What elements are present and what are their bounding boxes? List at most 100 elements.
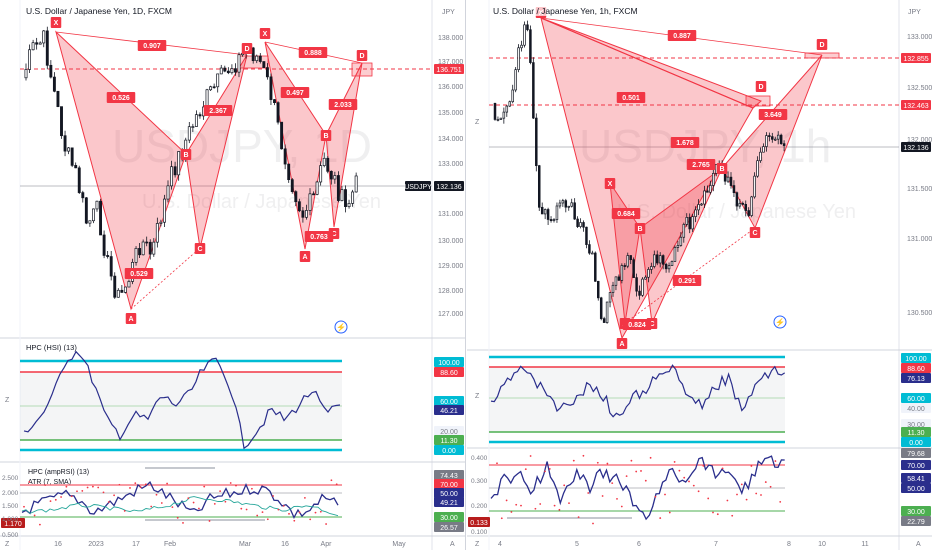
candle [52, 76, 56, 92]
candle [750, 196, 753, 216]
candle [35, 42, 39, 45]
signal-dot [529, 455, 532, 457]
candle [99, 200, 102, 236]
signal-dot [582, 454, 585, 457]
candle [45, 30, 49, 66]
pattern-point-label-bg [816, 39, 828, 50]
rsi-axis-tag: 26.57 [440, 525, 458, 532]
time-axis-label: 7 [714, 541, 718, 548]
candle [237, 54, 241, 73]
candle [273, 99, 276, 103]
candle [546, 209, 550, 220]
candle [617, 276, 621, 281]
candle [549, 219, 553, 221]
pattern-point-label-bg [634, 223, 646, 234]
signal-dot [293, 519, 296, 522]
candle [177, 151, 181, 176]
hpc-axis-tag: 100.00 [438, 360, 460, 367]
signal-dot [150, 505, 153, 508]
ratio-label-bg [328, 99, 358, 110]
candle [344, 189, 347, 207]
candle [605, 301, 609, 323]
signal-dot [668, 511, 671, 514]
price-tick: 131.000 [907, 236, 932, 243]
rsi-axis-tag-bg [901, 473, 931, 483]
atr-line [21, 496, 339, 517]
signal-dot [107, 501, 110, 503]
candle [779, 134, 783, 145]
pattern-point-label: B [637, 226, 642, 233]
candle [194, 114, 198, 127]
ratio-label: 0.291 [678, 278, 696, 285]
pattern-triangle-xab [540, 17, 754, 340]
candle [499, 117, 503, 120]
hpc-line [23, 350, 341, 450]
candle [226, 70, 230, 74]
candle [741, 202, 745, 205]
signal-dot [145, 483, 147, 486]
signal-dot [654, 495, 657, 498]
price-tick: 128.000 [438, 288, 463, 295]
candle [576, 218, 579, 227]
pattern-point-label: B [719, 166, 724, 173]
hpc-axis-tag-bg [434, 435, 464, 445]
signal-dot [102, 491, 105, 494]
candle [532, 62, 535, 119]
candle [700, 203, 703, 206]
signal-dot [524, 468, 527, 471]
ampRSI-title: HPC (ampRSI) (13) [28, 469, 89, 476]
signal-dot [76, 490, 78, 493]
pattern-triangle-xd [540, 17, 762, 109]
candle [667, 265, 671, 270]
price-tick: 130.500 [907, 310, 932, 317]
candle [656, 254, 659, 264]
price-tick: 136.000 [438, 84, 463, 91]
signal-dot [282, 504, 285, 507]
candle [145, 241, 149, 244]
candle [88, 220, 92, 224]
candle [91, 208, 95, 222]
candle [517, 47, 520, 71]
pattern-point-label: B [323, 133, 328, 140]
candle [77, 167, 81, 193]
ratio-label: 1.678 [676, 140, 694, 147]
candle [579, 222, 582, 227]
candle [305, 210, 308, 218]
signal-dot [558, 508, 561, 511]
candle [155, 223, 159, 243]
signal-dot [534, 507, 537, 510]
left-chart-pane[interactable]: U.S. Dollar / Japanese Yen, 1D, FXCM JPY… [0, 0, 466, 550]
right-chart-pane[interactable]: U.S. Dollar / Japanese Yen, 1h, FXCM JPY… [467, 0, 932, 550]
signal-dot [235, 484, 237, 487]
signal-dot [309, 518, 312, 521]
candle [564, 200, 568, 208]
rsi-axis-tag-bg [901, 516, 931, 526]
ratio-label-bg [611, 208, 641, 219]
currency-label: JPY [442, 9, 455, 16]
signal-dot [229, 482, 232, 484]
pattern-triangle-xab [55, 30, 187, 311]
price-tick: 130.000 [438, 238, 463, 245]
signal-dot [129, 487, 131, 489]
alert-icon-glyph: ⚡ [336, 322, 346, 332]
ampRSI-line [21, 481, 339, 519]
pattern-point-label: A [128, 316, 133, 323]
signal-dot [539, 503, 542, 505]
signal-dot [245, 508, 248, 511]
candle [493, 102, 497, 120]
candle [555, 205, 559, 220]
candle [523, 24, 526, 46]
candle [319, 165, 323, 183]
rsi-axis-tag-bg [434, 497, 464, 507]
candle [644, 276, 647, 280]
candle [653, 254, 656, 267]
price-tick: 127.000 [438, 311, 463, 318]
price-tick: 135.000 [438, 110, 463, 117]
signal-dot [606, 462, 609, 465]
signal-dot [620, 505, 623, 508]
zoom-button: Z [475, 393, 480, 400]
candle [191, 126, 195, 128]
hpc-axis-tag-bg [434, 396, 464, 406]
